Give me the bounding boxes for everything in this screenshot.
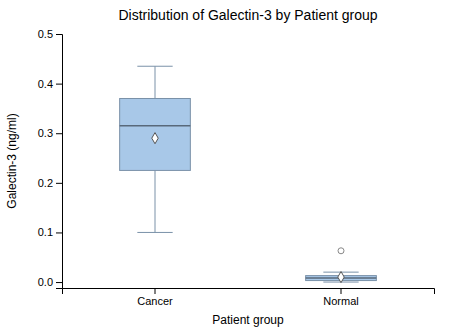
whisker-high [155, 66, 156, 98]
y-tick: 0.4 [38, 78, 62, 90]
box-body [120, 98, 191, 170]
x-tick-label: Normal [323, 295, 358, 307]
cap-low [137, 232, 172, 233]
y-tick-label: 0.5 [38, 28, 53, 40]
y-axis: 0.0 0.1 0.2 0.3 0.4 0.5 [38, 28, 63, 288]
y-axis-line [56, 35, 63, 289]
y-tick-label: 0.1 [38, 226, 53, 238]
x-axis-title: Patient group [212, 313, 284, 327]
y-tick-mark [56, 84, 62, 85]
marks [120, 66, 377, 282]
outlier [338, 248, 344, 254]
whisker-low [155, 170, 156, 232]
y-tick-mark [56, 282, 62, 283]
mean-marker [152, 133, 158, 144]
box [306, 248, 377, 283]
x-tick: Cancer [137, 288, 173, 307]
x-tick: Normal [323, 288, 358, 307]
box [120, 66, 191, 232]
median [120, 125, 191, 127]
y-tick-label: 0.0 [38, 276, 53, 288]
x-tick-mark [155, 288, 156, 294]
y-tick: 0.3 [38, 127, 62, 139]
x-tick-label: Cancer [137, 295, 173, 307]
title: Distribution of Galectin-3 by Patient gr… [118, 7, 377, 23]
y-tick-mark [56, 183, 62, 184]
y-tick-label: 0.4 [38, 78, 53, 90]
y-tick: 0.2 [38, 177, 62, 189]
y-tick-mark [56, 34, 62, 35]
cap-high [137, 66, 172, 67]
y-tick-label: 0.3 [38, 127, 53, 139]
x-axis-line [63, 289, 435, 295]
chart: 0.0 0.1 0.2 0.3 0.4 0.5 Cancer Normal Distributi… [0, 0, 450, 334]
x-axis: Cancer Normal [63, 288, 435, 307]
x-tick-mark [341, 288, 342, 294]
y-tick-mark [56, 133, 62, 134]
mean-marker [338, 272, 344, 283]
y-tick: 0.1 [38, 226, 62, 238]
y-tick-mark [56, 232, 62, 233]
y-axis-title: Galectin-3 (ng/ml) [5, 113, 19, 208]
y-tick-label: 0.2 [38, 177, 53, 189]
y-tick: 0.0 [38, 276, 62, 288]
plot: 0.0 0.1 0.2 0.3 0.4 0.5 Cancer Normal [38, 28, 435, 307]
y-tick: 0.5 [38, 28, 62, 40]
